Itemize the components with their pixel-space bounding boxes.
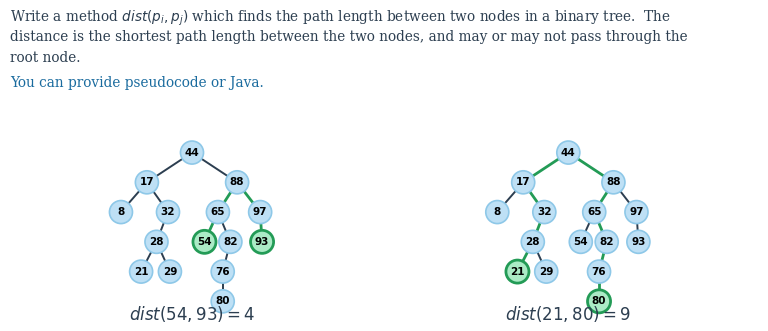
Circle shape (226, 171, 249, 194)
Circle shape (249, 201, 272, 224)
Circle shape (219, 230, 242, 253)
Circle shape (207, 201, 230, 224)
Text: 32: 32 (161, 207, 175, 217)
Circle shape (627, 230, 650, 253)
Text: 28: 28 (525, 237, 540, 247)
Circle shape (511, 171, 535, 194)
Circle shape (569, 230, 592, 253)
Circle shape (588, 260, 611, 283)
Text: 54: 54 (197, 237, 212, 247)
Circle shape (110, 201, 133, 224)
Circle shape (506, 260, 529, 283)
Text: 82: 82 (600, 237, 614, 247)
Circle shape (533, 201, 556, 224)
Text: 97: 97 (253, 207, 267, 217)
Text: 80: 80 (216, 296, 230, 307)
Text: 80: 80 (592, 296, 606, 307)
Circle shape (583, 201, 606, 224)
Text: 93: 93 (255, 237, 270, 247)
Circle shape (130, 260, 153, 283)
Text: 44: 44 (561, 148, 576, 158)
Text: 88: 88 (230, 177, 244, 187)
Circle shape (250, 230, 273, 253)
Text: 76: 76 (591, 266, 607, 277)
Text: 32: 32 (537, 207, 551, 217)
Circle shape (145, 230, 168, 253)
Text: root node.: root node. (10, 51, 81, 65)
Text: 97: 97 (629, 207, 644, 217)
Circle shape (193, 230, 216, 253)
Text: 17: 17 (516, 177, 531, 187)
Circle shape (595, 230, 618, 253)
Text: 76: 76 (215, 266, 230, 277)
Text: 29: 29 (163, 266, 177, 277)
Circle shape (157, 201, 180, 224)
Circle shape (521, 230, 545, 253)
Text: distance is the shortest path length between the two nodes, and may or may not p: distance is the shortest path length bet… (10, 30, 687, 44)
Text: 93: 93 (631, 237, 646, 247)
Text: You can provide pseudocode or Java.: You can provide pseudocode or Java. (10, 76, 263, 90)
Circle shape (135, 171, 158, 194)
Text: 65: 65 (210, 207, 225, 217)
Text: 29: 29 (539, 266, 554, 277)
Circle shape (211, 260, 234, 283)
Circle shape (211, 290, 234, 313)
Text: 88: 88 (606, 177, 621, 187)
Circle shape (535, 260, 558, 283)
Text: 8: 8 (494, 207, 501, 217)
Text: 65: 65 (587, 207, 601, 217)
Text: 8: 8 (118, 207, 124, 217)
Circle shape (158, 260, 181, 283)
Text: $dist(54, 93) = 4$: $dist(54, 93) = 4$ (129, 305, 255, 324)
Text: 44: 44 (184, 148, 200, 158)
Text: 21: 21 (510, 266, 525, 277)
Circle shape (588, 290, 611, 313)
Text: 21: 21 (134, 266, 148, 277)
Text: 28: 28 (149, 237, 164, 247)
Circle shape (486, 201, 509, 224)
Text: $dist(21, 80) = 9$: $dist(21, 80) = 9$ (505, 305, 631, 324)
Circle shape (557, 141, 580, 164)
Circle shape (180, 141, 204, 164)
Text: 82: 82 (223, 237, 237, 247)
Circle shape (602, 171, 625, 194)
Text: Write a method $dist(p_i, p_j)$ which finds the path length between two nodes in: Write a method $dist(p_i, p_j)$ which fi… (10, 8, 670, 27)
Text: 54: 54 (574, 237, 588, 247)
Text: 17: 17 (140, 177, 154, 187)
Circle shape (625, 201, 648, 224)
